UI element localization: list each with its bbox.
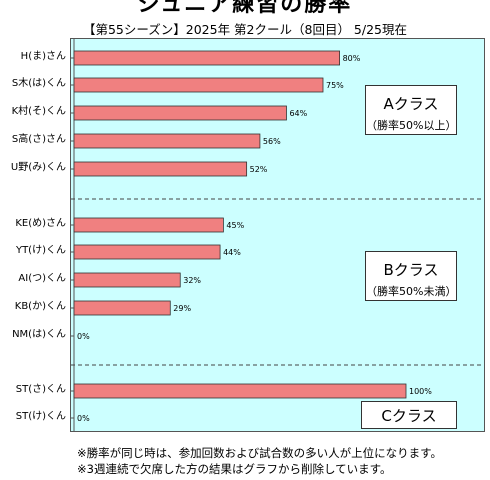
- bar-0-2: [73, 105, 287, 121]
- data-label: 64%: [289, 109, 307, 118]
- footnotes: ※勝率が同じ時は、参加回数および試合数の多い人が上位になります。 ※3週連続で欠…: [77, 445, 442, 477]
- category-label: KE(め)さん: [15, 218, 66, 229]
- bar-2-0: [73, 383, 407, 399]
- chart-title: ジュニア練習の勝率: [137, 0, 353, 17]
- bar-1-0: [73, 217, 224, 233]
- category-label: YT(け)くん: [15, 245, 66, 256]
- bar-1-1: [73, 244, 221, 260]
- category-label: S高(さ)さん: [11, 134, 66, 145]
- data-label: 75%: [326, 81, 344, 90]
- bar-1-2: [73, 272, 181, 288]
- data-label: 44%: [223, 248, 241, 257]
- category-label: H(ま)さん: [20, 51, 66, 62]
- class-a-label: Aクラス: [383, 95, 439, 113]
- class-b-note: （勝率50%未満）: [366, 285, 457, 298]
- class-box-c: Cクラス: [361, 401, 457, 429]
- footnote-1: ※勝率が同じ時は、参加回数および試合数の多い人が上位になります。: [77, 446, 442, 460]
- class-box-a: Aクラス （勝率50%以上）: [365, 85, 457, 135]
- data-label: 32%: [183, 276, 201, 285]
- class-a-note: （勝率50%以上）: [366, 119, 457, 132]
- data-label: 0%: [77, 332, 90, 341]
- class-box-b: Bクラス （勝率50%未満）: [365, 251, 457, 301]
- bar-0-4: [73, 161, 248, 177]
- bar-1-3: [73, 300, 171, 316]
- data-label: 80%: [343, 54, 361, 63]
- class-c-label: Cクラス: [381, 407, 437, 425]
- data-label: 45%: [226, 221, 244, 230]
- bar-0-1: [73, 77, 324, 93]
- footnote-2: ※3週連続で欠席した方の結果はグラフから削除しています。: [77, 462, 392, 476]
- data-label: 56%: [263, 137, 281, 146]
- class-b-label: Bクラス: [383, 261, 439, 279]
- category-label: S木(は)くん: [11, 78, 66, 89]
- bar-0-0: [73, 50, 341, 66]
- category-label: U野(み)くん: [10, 162, 66, 173]
- bar-0-3: [73, 133, 261, 149]
- data-label: 100%: [409, 387, 432, 396]
- data-label: 29%: [173, 304, 191, 313]
- data-label: 52%: [250, 165, 268, 174]
- category-label: AI(つ)くん: [18, 273, 66, 284]
- category-label: KB(か)くん: [14, 301, 66, 312]
- chart-subtitle: 【第55シーズン】2025年 第2クール（8回目） 5/25現在: [82, 22, 408, 37]
- category-label: ST(さ)くん: [15, 384, 66, 395]
- data-label: 0%: [77, 414, 90, 423]
- category-label: NM(は)くん: [12, 329, 66, 340]
- bar-chart: 80% 75% 64% 56% 52% 45% 44% 32% 29% 0% 100% 0%: [71, 39, 484, 431]
- plot-area: 80% 75% 64% 56% 52% 45% 44% 32% 29% 0% 100% 0% Aクラス…: [70, 38, 485, 432]
- category-label: ST(け)くん: [15, 411, 66, 422]
- category-label: K村(そ)くん: [11, 106, 66, 117]
